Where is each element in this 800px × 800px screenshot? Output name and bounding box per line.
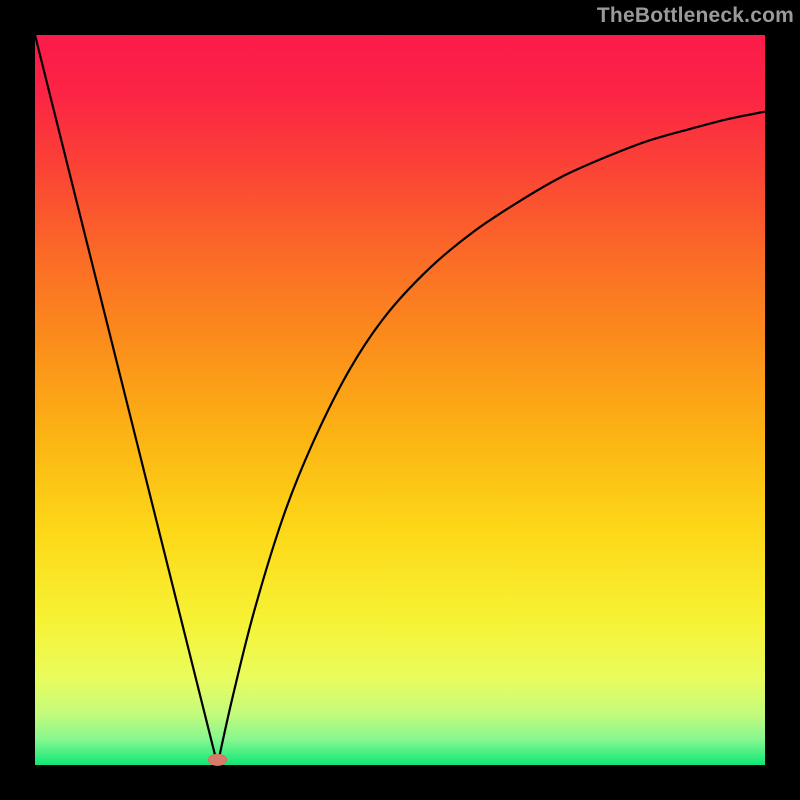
watermark-text: TheBottleneck.com: [597, 4, 794, 28]
dip-marker: [208, 754, 227, 766]
plot-background: [35, 35, 765, 765]
bottleneck-chart: [0, 0, 800, 800]
